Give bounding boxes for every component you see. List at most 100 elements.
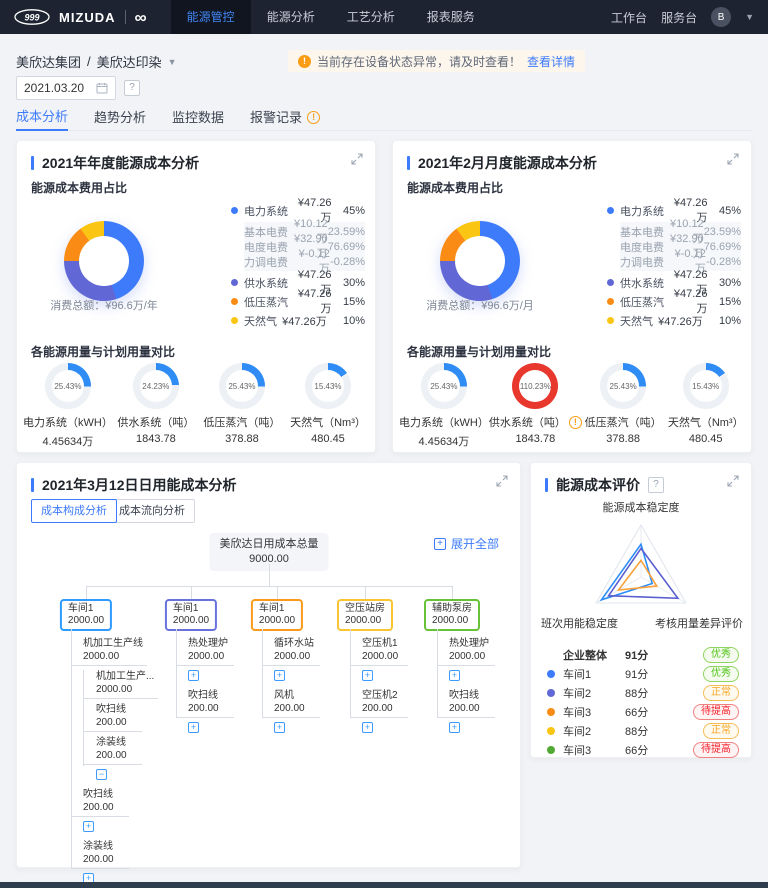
chevron-down-icon[interactable]: ▼ (745, 12, 754, 22)
help-icon[interactable]: ? (648, 477, 664, 493)
status-badge: 正常 (703, 684, 739, 701)
radar-axis-bottom-right: 考核用量差异评价 (655, 618, 743, 630)
tab-trend-analysis[interactable]: 趋势分析 (94, 110, 147, 125)
breadcrumb-separator: / (87, 54, 91, 69)
tab-alarm-records[interactable]: 报警记录! (250, 104, 321, 131)
card-title: 2021年年度能源成本分析 (42, 155, 200, 171)
calendar-icon[interactable] (96, 82, 108, 94)
status-badge: 待提高 (693, 741, 739, 758)
card-title: 2021年3月12日日用能成本分析 (42, 477, 237, 493)
breadcrumb: 美欣达集团 / 美欣达印染 ▼ (16, 52, 177, 71)
menu-item-report-service[interactable]: 报表服务 (426, 10, 475, 24)
alert-text: 当前存在设备状态异常，请及时查看！ (317, 54, 522, 69)
connector-line (269, 564, 270, 586)
service-desk-link[interactable]: 服务台 (661, 10, 698, 25)
tab-cost-analysis[interactable]: 成本分析 (16, 104, 69, 131)
tree-node: 车间1 2000.00 (250, 599, 304, 631)
status-badge: 优秀 (703, 646, 739, 663)
evaluation-list: 企业整体 91分 优秀 车间1 91分 优秀 车间2 88分 正常 车间3 66分 待提高 车间… (547, 645, 739, 759)
gauge-gas: 15.43% 天然气（Nm³） 480.45 (285, 363, 371, 449)
brand-divider (124, 10, 126, 24)
cost-legend: 电力系统 ¥47.26万 45% 基本电费 ¥10.12万 23.59% 电度电费 ¥32… (607, 197, 741, 330)
card-title: 2021年2月月度能源成本分析 (418, 155, 597, 171)
menu-item-energy-analysis[interactable]: 能源分析 (266, 10, 315, 24)
alert-detail-link[interactable]: 查看详情 (527, 54, 576, 69)
connector-line (262, 629, 263, 718)
tree-leaf: 热处理炉 2000.00 (437, 637, 495, 666)
radar-axis-top: 能源成本稳定度 (602, 502, 680, 514)
expand-plus-icon[interactable]: + (362, 670, 373, 681)
plus-icon: + (433, 537, 446, 550)
expand-plus-icon[interactable]: + (188, 722, 199, 733)
connector-line (365, 586, 366, 599)
connector-line (71, 629, 72, 869)
menu-item-energy-control[interactable]: 能源管控 (170, 0, 251, 34)
evaluation-row: 车间3 66分 待提高 (547, 702, 739, 721)
evaluation-row: 车间2 88分 正常 (547, 683, 739, 702)
expand-plus-icon[interactable]: + (188, 670, 199, 681)
connector-line (86, 586, 87, 599)
expand-plus-icon[interactable]: + (362, 722, 373, 733)
gauge-steam: 25.43% 低压蒸汽（吨） 378.88 (582, 363, 665, 449)
workbench-link[interactable]: 工作台 (611, 10, 648, 25)
tab-monitor-data[interactable]: 监控数据 (172, 110, 225, 125)
expand-plus-icon[interactable]: + (449, 670, 460, 681)
title-accent-bar (31, 478, 34, 492)
expand-icon[interactable] (727, 153, 739, 165)
gauge-section-title: 各能源用量与计划用量对比 (31, 345, 176, 359)
total-caption: 消费总额：¥96.6万/年 (50, 300, 158, 312)
expand-icon[interactable] (351, 153, 363, 165)
tree-leaf: 空压机2 200.00 (350, 689, 408, 718)
tree-leaf: 吹扫线 200.00 (176, 689, 234, 718)
cost-structure-button[interactable]: 成本构成分析 (31, 499, 117, 523)
date-picker[interactable]: 2021.03.20 (16, 76, 116, 100)
brand: 999 MIZUDA ∞ (0, 9, 157, 26)
chevron-down-icon[interactable]: ▼ (167, 56, 177, 67)
gauge-electric: 25.43% 电力系统（kWH） 4.45634万 (23, 363, 113, 449)
breadcrumb-group: 美欣达集团 (16, 55, 82, 70)
device-status-alert: ! 当前存在设备状态异常，请及时查看！ 查看详情 (288, 50, 586, 72)
top-navbar: 999 MIZUDA ∞ 能源管控 能源分析 工艺分析 报表服务 工作台 服务台… (0, 0, 768, 34)
expand-icon[interactable] (727, 475, 739, 487)
cost-flow-button[interactable]: 成本流向分析 (109, 499, 195, 523)
expand-plus-icon[interactable]: + (274, 670, 285, 681)
legend-sub-rows: 基本电费 ¥10.12万 23.59% 电度电费 ¥32.90万 76.69% 力调电费… (244, 217, 365, 275)
connector-line (176, 629, 177, 718)
cost-donut-chart (64, 221, 144, 301)
series-dot (547, 707, 555, 716)
tree-leaf: 风机 200.00 (262, 689, 320, 718)
legend-row: 供水系统 ¥47.26万 30% (607, 269, 741, 296)
help-icon[interactable]: ? (124, 80, 140, 96)
avatar[interactable]: B (711, 7, 732, 27)
expand-plus-icon[interactable]: + (449, 722, 460, 733)
gauge-electric: 25.43% 电力系统（kWH） 4.45634万 (399, 363, 489, 449)
alarm-warning-icon: ! (307, 111, 321, 124)
status-badge: 待提高 (693, 703, 739, 720)
legend-row: 天然气 ¥47.26万 10% (607, 311, 741, 330)
gauge-water-over-plan: 110.23% 供水系统（吨）! 1843.78 (489, 363, 582, 449)
tree-leaf: 机加工生产... 2000.00 (83, 670, 159, 699)
connector-line (350, 629, 351, 718)
menu-item-process-analysis[interactable]: 工艺分析 (346, 10, 395, 24)
expand-plus-icon[interactable]: + (83, 821, 94, 832)
expand-plus-icon[interactable]: + (274, 722, 285, 733)
tree-node: 车间1 2000.00 (59, 599, 113, 631)
legend-row: 供水系统 ¥47.26万 30% (231, 269, 365, 296)
breadcrumb-site-selector[interactable]: 美欣达印染 (96, 55, 162, 70)
expand-icon[interactable] (496, 475, 508, 487)
tree-leaf: 热处理炉 2000.00 (176, 637, 234, 666)
gauge-steam: 25.43% 低压蒸汽（吨） 378.88 (199, 363, 285, 449)
over-plan-warning-icon: ! (568, 415, 582, 429)
svg-text:999: 999 (24, 13, 39, 23)
title-accent-bar (545, 478, 548, 492)
tree-leaf: 吹扫线 200.00 (71, 788, 129, 817)
evaluation-card: 能源成本评价? 能源成本稳定度 班次用能稳定度 考核用量差异评价 企业整体 91分… (530, 462, 752, 758)
total-caption: 消费总额：¥96.6万/月 (426, 300, 534, 312)
legend-dot (231, 207, 238, 214)
tree-leaf: 循环水站 2000.00 (262, 637, 320, 666)
collapse-minus-icon[interactable]: − (96, 769, 107, 780)
tree-leaf: 涂装线 200.00 (84, 736, 142, 765)
usage-gauges: 25.43% 电力系统（kWH） 4.45634万 110.23% 供水系统（吨）! 1… (399, 363, 747, 449)
expand-all-button[interactable]: + 展开全部 (433, 535, 499, 552)
title-accent-bar (407, 156, 410, 170)
